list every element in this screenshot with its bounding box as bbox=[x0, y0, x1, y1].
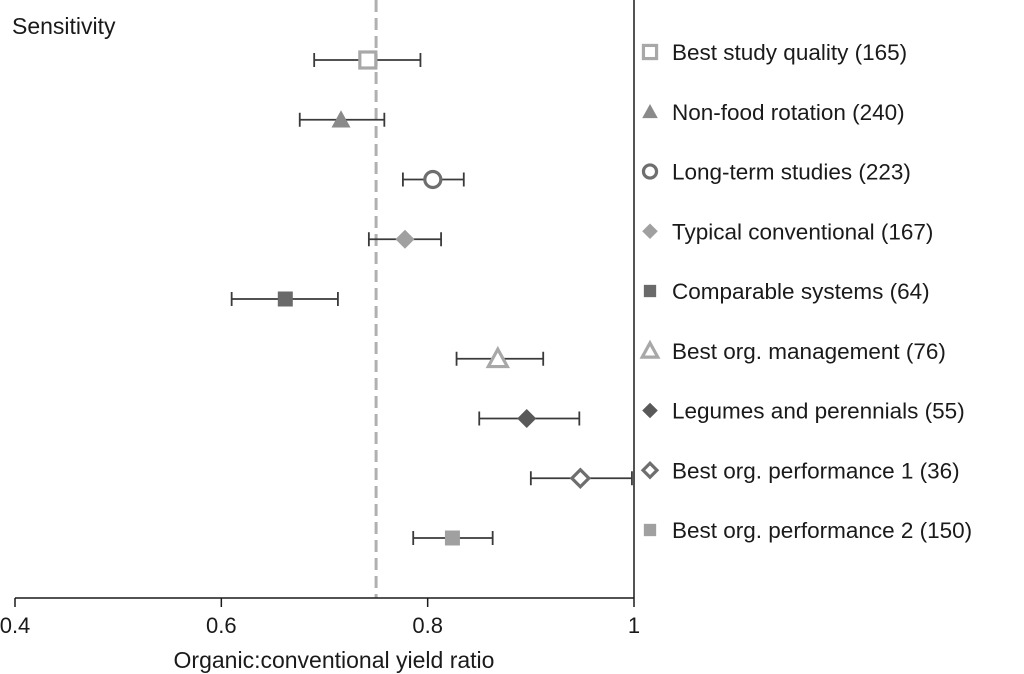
x-tick-label: 0.8 bbox=[412, 613, 443, 638]
legend-marker bbox=[641, 163, 659, 180]
legend-marker bbox=[643, 284, 657, 298]
data-point bbox=[277, 291, 293, 307]
legend-marker bbox=[642, 402, 658, 419]
legend-marker bbox=[642, 103, 658, 119]
legend: Best study quality (165) Non-food rotatio… bbox=[639, 40, 972, 543]
legend-label: Best org. management (76) bbox=[672, 339, 946, 364]
legend-marker bbox=[639, 339, 661, 359]
legend-label: Long-term studies (223) bbox=[672, 160, 911, 185]
data-point bbox=[569, 467, 592, 490]
data-points bbox=[277, 50, 592, 546]
legend-label: Non-food rotation (240) bbox=[672, 100, 905, 125]
data-point bbox=[331, 110, 351, 128]
x-tick-label: 1 bbox=[628, 613, 640, 638]
legend-marker bbox=[640, 461, 660, 480]
legend-label: Comparable systems (64) bbox=[672, 279, 930, 304]
chart-title: Sensitivity bbox=[12, 13, 116, 39]
x-tick-label: 0.4 bbox=[0, 613, 30, 638]
legend-marker bbox=[643, 523, 657, 537]
legend-label: Best org. performance 2 (150) bbox=[672, 518, 972, 543]
data-point bbox=[517, 409, 537, 428]
legend-marker bbox=[641, 43, 659, 61]
data-point bbox=[444, 530, 460, 546]
legend-label: Typical conventional (167) bbox=[672, 219, 933, 244]
data-point bbox=[485, 345, 511, 369]
legend-marker bbox=[642, 223, 658, 240]
x-axis-title: Organic:conventional yield ratio bbox=[174, 647, 495, 673]
legend-label: Best org. performance 1 (36) bbox=[672, 458, 960, 483]
x-axis-ticks: 0.4 0.6 0.8 1 bbox=[0, 598, 640, 638]
legend-label: Legumes and perennials (55) bbox=[672, 399, 965, 424]
x-tick-label: 0.6 bbox=[206, 613, 237, 638]
legend-label: Best study quality (165) bbox=[672, 40, 907, 65]
data-point bbox=[423, 169, 443, 190]
data-point bbox=[395, 229, 415, 249]
data-point bbox=[358, 50, 378, 70]
